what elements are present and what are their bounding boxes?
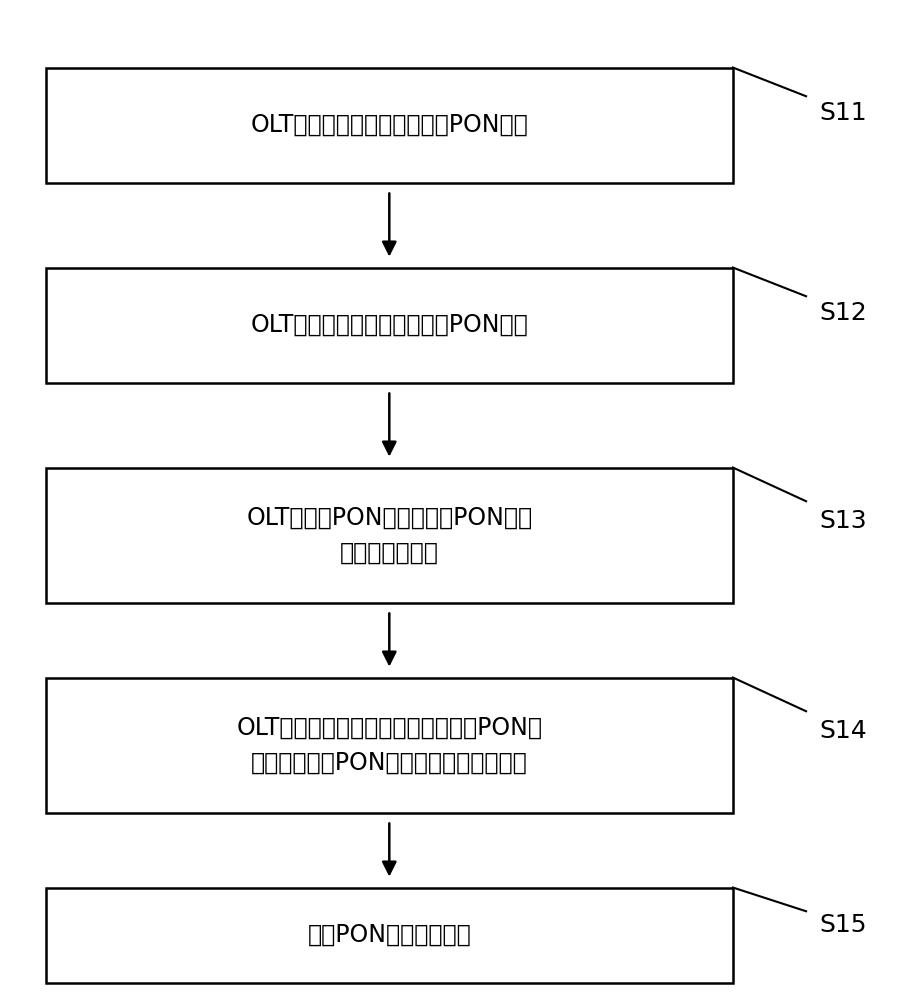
Text: OLT发送全网升级命令到所有PON终端: OLT发送全网升级命令到所有PON终端 bbox=[250, 113, 529, 137]
Text: S11: S11 bbox=[820, 102, 867, 125]
Text: S13: S13 bbox=[820, 509, 867, 533]
Bar bbox=[46, 468, 733, 602]
Bar bbox=[46, 68, 733, 182]
Text: S14: S14 bbox=[820, 720, 867, 744]
Text: S15: S15 bbox=[820, 914, 867, 938]
Bar bbox=[46, 267, 733, 382]
Bar bbox=[46, 678, 733, 812]
Text: OLT控制获取到版本文件分片的第一PON终
端给其他第二PON终端传递升级文件分片: OLT控制获取到版本文件分片的第一PON终 端给其他第二PON终端传递升级文件分… bbox=[236, 715, 542, 775]
Text: S12: S12 bbox=[820, 302, 867, 326]
Text: OLT调度先同步升级几台第一PON终端: OLT调度先同步升级几台第一PON终端 bbox=[250, 313, 529, 337]
Text: 第二PON终端进行升级: 第二PON终端进行升级 bbox=[308, 923, 471, 947]
Text: OLT给第一PON终端和第二PON终端
建立转发包通道: OLT给第一PON终端和第二PON终端 建立转发包通道 bbox=[246, 505, 532, 565]
Bar bbox=[46, 888, 733, 982]
